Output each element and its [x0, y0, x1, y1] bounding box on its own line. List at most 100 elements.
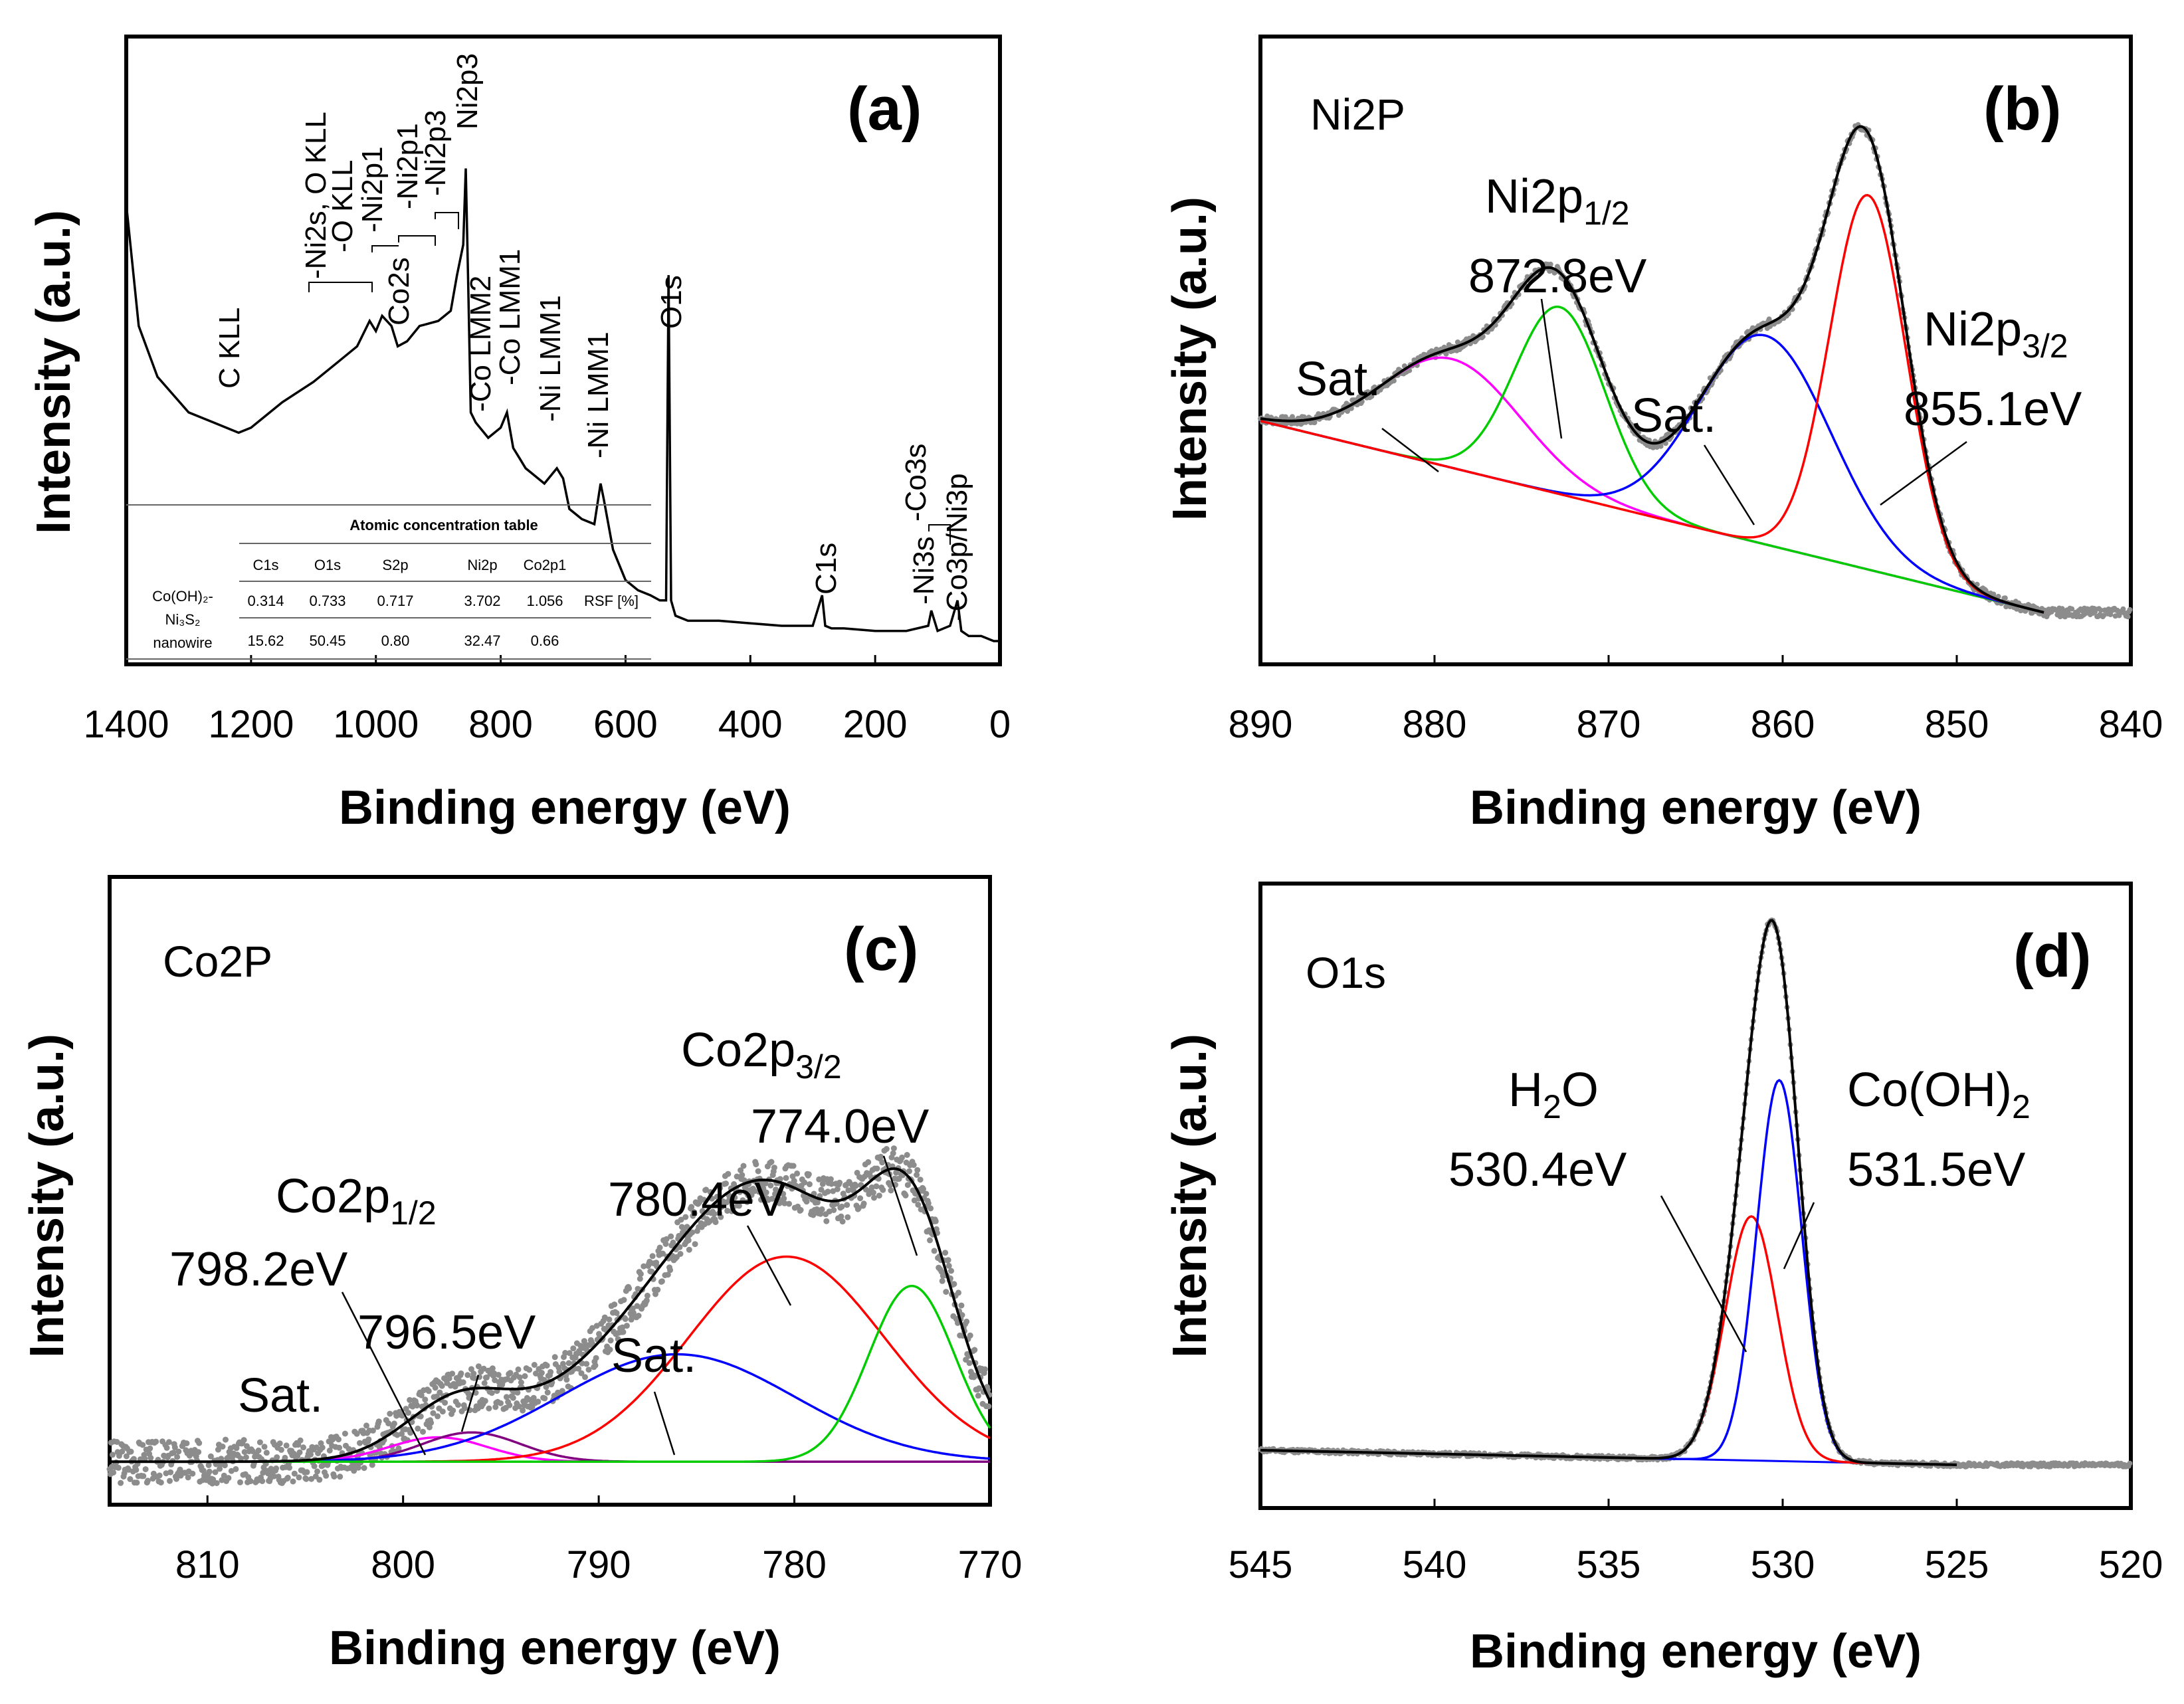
data-point	[461, 1405, 468, 1412]
co2p12-sub: 1/2	[390, 1194, 437, 1232]
data-point	[1290, 414, 1295, 420]
survey-spectrum-line	[125, 168, 1000, 642]
data-point	[1391, 378, 1397, 384]
data-point	[215, 1446, 221, 1453]
data-point	[879, 1159, 886, 1166]
panel-d-xlabel: Binding energy (eV)	[1470, 1625, 1922, 1678]
x-tick-label: 1400	[83, 703, 169, 746]
data-point	[1995, 593, 2001, 599]
rsf-o1s: 0.733	[309, 593, 346, 609]
data-point	[533, 1371, 539, 1376]
label-co2s: Co2s	[383, 257, 415, 326]
data-point	[195, 1449, 202, 1456]
data-point	[270, 1473, 277, 1479]
data-point	[464, 1372, 471, 1378]
data-point	[375, 1418, 382, 1425]
annotation-ni2p32-energy: 855.1eV	[1904, 383, 2082, 436]
data-point	[658, 1278, 665, 1285]
data-point	[767, 1183, 774, 1188]
data-point	[442, 1400, 448, 1406]
panel-b-frame	[1258, 35, 2133, 666]
panel-b-label: (b)	[1983, 75, 2061, 143]
panel-b-plot	[1258, 122, 2133, 620]
panel-a-label: (a)	[847, 75, 922, 143]
data-point	[363, 1422, 369, 1429]
data-point	[526, 1367, 533, 1373]
data-point	[709, 1195, 715, 1202]
data-point	[967, 1332, 973, 1339]
data-point	[834, 1186, 841, 1192]
data-point	[430, 1410, 437, 1416]
data-point	[300, 1444, 306, 1451]
data-point	[712, 1219, 719, 1226]
data-point	[607, 1337, 614, 1344]
table-header-s2p: S2p	[382, 557, 408, 573]
table-header-ni2p: Ni2p	[467, 557, 497, 573]
data-point	[904, 1152, 910, 1158]
data-point	[291, 1470, 298, 1477]
x-tick-label: 850	[1925, 703, 1989, 746]
data-point	[783, 1175, 789, 1181]
data-point	[283, 1442, 290, 1449]
data-point	[256, 1439, 263, 1446]
data-point	[791, 1178, 797, 1184]
label-co3s: -Co3s	[900, 444, 932, 521]
panel-b-ticks: 890 880 870 860 850 840	[1229, 655, 2163, 746]
data-point	[860, 1200, 867, 1207]
data-point	[522, 1373, 528, 1379]
data-point	[737, 1188, 743, 1195]
panel-a-label-brackets	[308, 212, 951, 545]
x-tick-label: 1200	[208, 703, 294, 746]
data-point	[563, 1376, 570, 1383]
data-point	[803, 1198, 810, 1205]
data-point	[2002, 595, 2008, 601]
fit-envelope-line	[1260, 919, 1957, 1466]
data-point	[446, 1375, 452, 1382]
panel-b: 890 880 870 860 850 840 (b) Ni2P Binding ener…	[1163, 35, 2163, 834]
data-point	[437, 1389, 443, 1396]
panel-c-arrows	[341, 1155, 918, 1456]
data-point	[920, 1186, 926, 1192]
panel-c-raw-data	[106, 1145, 993, 1487]
data-point	[630, 1309, 637, 1316]
data-point	[717, 1184, 724, 1191]
data-point	[387, 1410, 393, 1417]
data-point	[914, 1172, 920, 1178]
panel-b-raw-data	[1258, 122, 2133, 620]
data-point	[570, 1345, 577, 1352]
table-header-c1s: C1s	[252, 557, 278, 573]
data-point	[241, 1449, 248, 1456]
data-point	[763, 1189, 769, 1196]
panel-a-plot	[125, 168, 1000, 642]
h2o-suffix: O	[1561, 1064, 1599, 1117]
data-point	[1662, 440, 1668, 446]
data-point	[455, 1402, 461, 1408]
data-point	[470, 1371, 477, 1377]
data-point	[259, 1478, 266, 1484]
data-point	[535, 1398, 542, 1405]
data-point	[925, 1200, 932, 1206]
conc-c1s: 15.62	[247, 632, 284, 649]
data-point	[171, 1444, 178, 1451]
data-point	[544, 1363, 550, 1369]
data-point	[829, 1181, 835, 1187]
data-point	[238, 1456, 245, 1462]
data-point	[282, 1454, 288, 1461]
annotation-sat-786: Sat.	[611, 1329, 696, 1382]
data-point	[878, 1153, 884, 1160]
data-point	[541, 1376, 547, 1383]
x-tick-label: 810	[175, 1543, 240, 1586]
data-point	[420, 1428, 426, 1435]
data-point	[133, 1467, 140, 1473]
data-point	[296, 1474, 302, 1481]
panel-d-label: (d)	[2013, 922, 2091, 990]
data-point	[634, 1303, 641, 1309]
data-point	[794, 1170, 801, 1177]
ni2p32-main: Ni2p	[1924, 303, 2022, 356]
data-point	[578, 1370, 585, 1376]
data-point	[890, 1150, 896, 1157]
data-point	[205, 1462, 212, 1468]
co2p32-main: Co2p	[681, 1024, 795, 1077]
x-tick-label: 0	[989, 703, 1011, 746]
data-point	[2125, 614, 2131, 620]
